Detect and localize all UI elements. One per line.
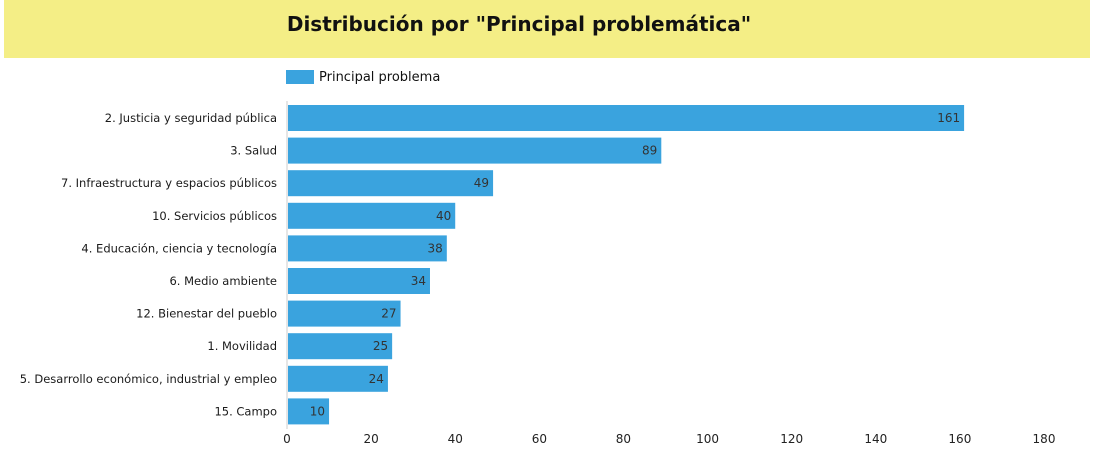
value-label: 27 xyxy=(381,307,396,321)
value-label: 89 xyxy=(642,144,657,158)
category-label: 5. Desarrollo económico, industrial y em… xyxy=(20,372,277,386)
x-tick-label: 160 xyxy=(948,432,971,446)
category-label: 2. Justicia y seguridad pública xyxy=(105,111,277,125)
bar xyxy=(288,170,493,196)
x-tick-label: 140 xyxy=(864,432,887,446)
value-label: 40 xyxy=(436,209,451,223)
category-label: 6. Medio ambiente xyxy=(169,274,277,288)
value-label: 34 xyxy=(411,274,426,288)
category-label: 4. Educación, ciencia y tecnología xyxy=(81,241,277,255)
value-label: 38 xyxy=(428,241,443,255)
x-tick-label: 120 xyxy=(780,432,803,446)
value-label: 161 xyxy=(937,111,960,125)
value-label: 25 xyxy=(373,339,388,353)
x-tick-label: 180 xyxy=(1033,432,1056,446)
value-label: 24 xyxy=(369,372,384,386)
bar xyxy=(288,268,430,294)
x-tick-label: 60 xyxy=(532,432,547,446)
bar xyxy=(288,105,964,131)
category-label: 10. Servicios públicos xyxy=(152,209,277,223)
value-label: 49 xyxy=(474,176,489,190)
x-tick-label: 80 xyxy=(616,432,631,446)
value-label: 10 xyxy=(310,404,325,418)
bar xyxy=(288,138,661,164)
bar xyxy=(288,203,455,229)
x-tick-label: 40 xyxy=(448,432,463,446)
x-tick-label: 20 xyxy=(363,432,378,446)
category-label: 15. Campo xyxy=(214,404,277,418)
category-label: 3. Salud xyxy=(230,144,277,158)
category-label: 12. Bienestar del pueblo xyxy=(136,307,277,321)
x-tick-label: 100 xyxy=(696,432,719,446)
bar xyxy=(288,235,447,261)
x-tick-label: 0 xyxy=(283,432,291,446)
category-label: 1. Movilidad xyxy=(207,339,277,353)
category-label: 7. Infraestructura y espacios públicos xyxy=(61,176,277,190)
